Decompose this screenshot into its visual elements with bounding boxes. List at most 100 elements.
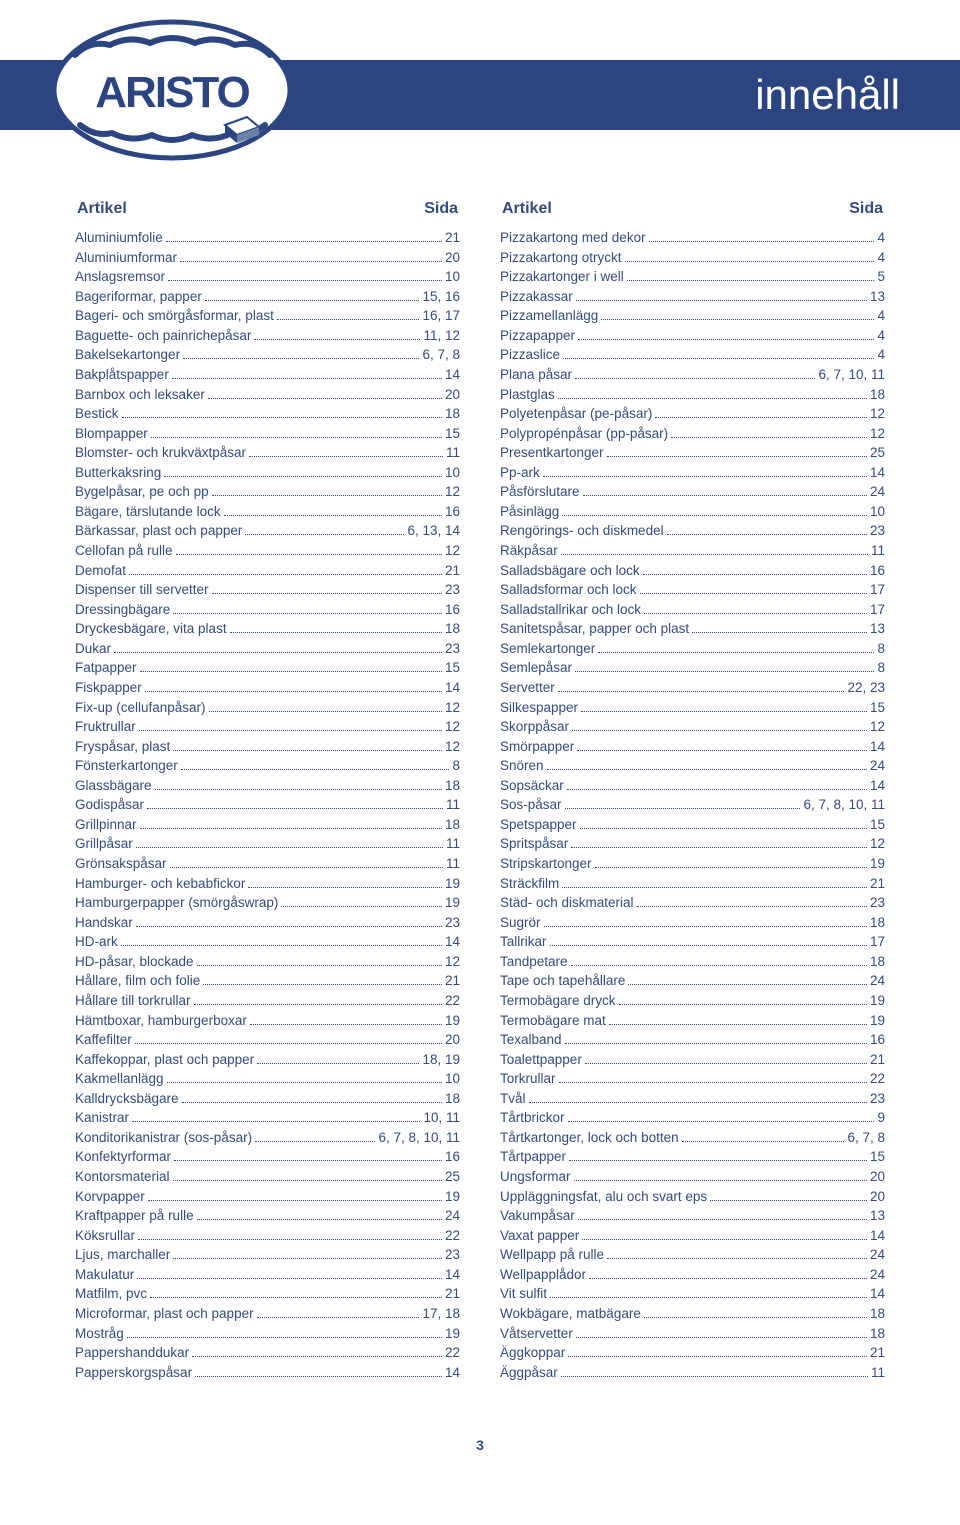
leader-dots: [249, 456, 443, 457]
leader-dots: [183, 358, 419, 359]
index-row: Sos-påsar6, 7, 8, 10, 11: [500, 795, 885, 815]
leader-dots: [136, 926, 442, 927]
leader-dots: [170, 867, 443, 868]
index-row-page: 12: [445, 698, 460, 718]
index-row-page: 19: [870, 1011, 885, 1031]
index-row-label: Stripskartonger: [500, 854, 592, 874]
index-row-label: Bakelsekartonger: [75, 345, 180, 365]
index-row-label: Kontorsmaterial: [75, 1167, 170, 1187]
index-row-label: Texalband: [500, 1030, 562, 1050]
index-row: Godispåsar11: [75, 795, 460, 815]
leader-dots: [550, 1297, 867, 1298]
leader-dots: [561, 1376, 868, 1377]
index-row-page: 16: [870, 1030, 885, 1050]
index-row-page: 23: [445, 913, 460, 933]
index-row: Pp-ark14: [500, 463, 885, 483]
leader-dots: [255, 1141, 375, 1142]
index-row-label: Blompapper: [75, 424, 148, 444]
index-row: Glassbägare18: [75, 776, 460, 796]
index-row-label: Kalldrycksbägare: [75, 1089, 179, 1109]
index-row-label: Hamburger- och kebabfickor: [75, 874, 245, 894]
right-column: Artikel Sida Pizzakartong med dekor4Pizz…: [500, 200, 885, 1382]
index-row: Ungsformar20: [500, 1167, 885, 1187]
index-row: Polypropénpåsar (pp-påsar)12: [500, 424, 885, 444]
index-row-label: Bageriformar, papper: [75, 287, 202, 307]
index-row-label: Dukar: [75, 639, 111, 659]
index-row-label: Pizzamellanlägg: [500, 306, 598, 326]
index-row-label: Termobägare dryck: [500, 991, 616, 1011]
index-row: Kaffefilter20: [75, 1030, 460, 1050]
index-row: Silkespapper15: [500, 698, 885, 718]
index-row-page: 23: [445, 580, 460, 600]
index-row: Konfektyrformar16: [75, 1147, 460, 1167]
column-header: Artikel Sida: [75, 200, 460, 218]
index-row-page: 22: [445, 991, 460, 1011]
index-row: Pizzamellanlägg4: [500, 306, 885, 326]
index-row: Bageri- och smörgåsformar, plast16, 17: [75, 306, 460, 326]
index-row: Rengörings- och diskmedel23: [500, 521, 885, 541]
index-row: HD-ark14: [75, 932, 460, 952]
index-row: Pizzakartong med dekor4: [500, 228, 885, 248]
index-row: Konditorikanistrar (sos-påsar)6, 7, 8, 1…: [75, 1128, 460, 1148]
index-row-label: Dryckesbägare, vita plast: [75, 619, 227, 639]
index-row-label: Hamburgerpapper (smörgåswrap): [75, 893, 278, 913]
leader-dots: [122, 417, 442, 418]
index-row: Korvpapper19: [75, 1187, 460, 1207]
leader-dots: [173, 1258, 442, 1259]
index-row-label: Salladstallrikar och lock: [500, 600, 641, 620]
index-row: Blomster- och krukväxtpåsar11: [75, 443, 460, 463]
index-row-page: 18: [870, 1324, 885, 1344]
index-row-label: Servetter: [500, 678, 555, 698]
index-row-label: HD-ark: [75, 932, 118, 952]
index-row-page: 24: [870, 756, 885, 776]
index-row-page: 16, 17: [422, 306, 460, 326]
index-row-page: 6, 7, 8: [422, 345, 460, 365]
index-row: Pizzaslice4: [500, 345, 885, 365]
leader-dots: [585, 1063, 867, 1064]
index-row-page: 4: [877, 248, 885, 268]
index-row: Tårtpapper15: [500, 1147, 885, 1167]
leader-dots: [682, 1141, 845, 1142]
index-row: Toalettpapper21: [500, 1050, 885, 1070]
index-row-label: Torkrullar: [500, 1069, 556, 1089]
leader-dots: [192, 1356, 442, 1357]
leader-dots: [561, 554, 868, 555]
index-row-page: 14: [445, 1363, 460, 1383]
index-row: Servetter22, 23: [500, 678, 885, 698]
index-row: Bärkassar, plast och papper6, 13, 14: [75, 521, 460, 541]
leader-dots: [173, 613, 442, 614]
leader-dots: [609, 1024, 867, 1025]
index-row: Sugrör18: [500, 913, 885, 933]
leader-dots: [565, 808, 801, 809]
index-row: Fix-up (cellufanpåsar) 12: [75, 698, 460, 718]
index-row-page: 20: [870, 1167, 885, 1187]
index-row-page: 12: [445, 717, 460, 737]
index-row-label: Snören: [500, 756, 544, 776]
index-row-label: Semlekartonger: [500, 639, 595, 659]
index-row-label: Korvpapper: [75, 1187, 145, 1207]
index-row-page: 23: [870, 1089, 885, 1109]
index-row-page: 22: [870, 1069, 885, 1089]
index-row-label: Termobägare mat: [500, 1011, 606, 1031]
leader-dots: [181, 769, 450, 770]
leader-dots: [582, 1239, 867, 1240]
leader-dots: [172, 378, 442, 379]
index-row-label: Fix-up (cellufanpåsar): [75, 698, 206, 718]
index-row-page: 11: [871, 1363, 885, 1383]
index-row: Grönsakspåsar11: [75, 854, 460, 874]
index-row-label: Pizzakartong med dekor: [500, 228, 646, 248]
index-row-label: Räkpåsar: [500, 541, 558, 561]
index-row-page: 15: [870, 815, 885, 835]
index-row-label: Pizzakassar: [500, 287, 573, 307]
index-row: Hållare, film och folie21: [75, 971, 460, 991]
index-row-label: Butterkaksring: [75, 463, 161, 483]
leader-dots: [230, 632, 442, 633]
leader-dots: [203, 984, 442, 985]
index-row-page: 19: [445, 893, 460, 913]
index-row-label: Sugrör: [500, 913, 541, 933]
leader-dots: [598, 652, 874, 653]
leader-dots: [558, 398, 867, 399]
leader-dots: [140, 828, 442, 829]
index-row-page: 19: [445, 1324, 460, 1344]
leader-dots: [644, 1317, 867, 1318]
